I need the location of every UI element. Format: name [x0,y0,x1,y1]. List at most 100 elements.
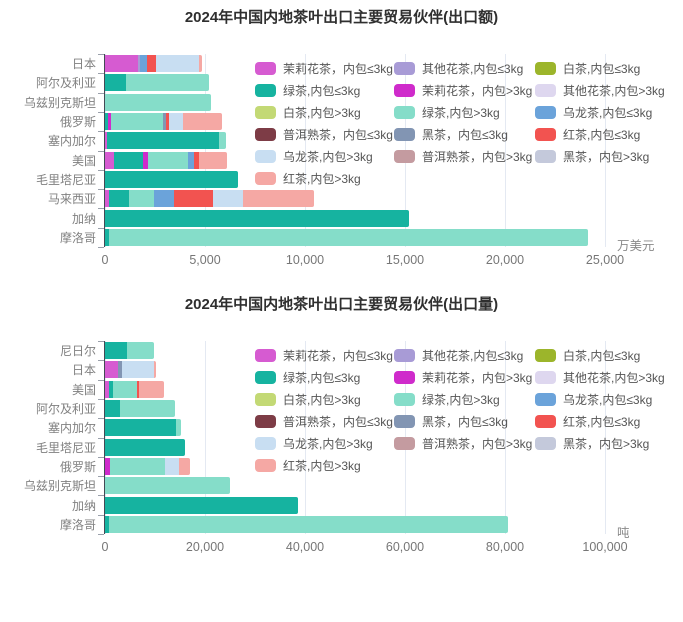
bar-segment-green_l[interactable] [219,132,226,150]
bar-segment-red_s[interactable] [194,151,199,169]
y-axis-tick [98,131,104,133]
legend-item-dark_l[interactable]: 黑茶，内包>3kg [535,148,665,165]
legend-label: 红茶,内包≤3kg [563,127,641,142]
bar-segment-red_s[interactable] [165,113,169,131]
bar-segment-green_s[interactable] [105,438,185,456]
legend-item-red_s[interactable]: 红茶,内包≤3kg [535,126,665,143]
legend-item-oolong_l[interactable]: 乌龙茶,内包>3kg [255,435,394,452]
bar-segment-green_l[interactable] [129,190,154,208]
legend-item-jasmine_l[interactable]: 茉莉花茶，内包>3kg [394,369,535,386]
bar-segment-red_l[interactable] [153,361,156,379]
bar-segment-green_l[interactable] [176,419,181,437]
legend-item-dark_s[interactable]: 黑茶，内包≤3kg [394,413,535,430]
bar-segment-oolong_l[interactable] [122,361,154,379]
legend-item-floral_s[interactable]: 其他花茶,内包≤3kg [394,347,535,364]
bar-segment-oolong_l[interactable] [165,457,179,475]
bar-segment-green_s[interactable] [105,170,238,188]
bar-segment-red_s[interactable] [136,380,139,398]
legend-item-puer_l[interactable]: 普洱熟茶，内包>3kg [394,148,535,165]
legend-item-oolong_l[interactable]: 乌龙茶,内包>3kg [255,148,394,165]
bar-segment-oolong_l[interactable] [213,190,243,208]
bar-segment-oolong_s[interactable] [154,190,174,208]
bar-segment-oolong_s[interactable] [140,55,148,73]
legend-item-white_l[interactable]: 白茶,内包>3kg [255,104,394,121]
legend-item-puer_l[interactable]: 普洱熟茶，内包>3kg [394,435,535,452]
bar-segment-green_l[interactable] [126,342,154,360]
bar-segment-red_l[interactable] [199,151,227,169]
bar-segment-jasmine_s[interactable] [105,190,109,208]
legend-item-red_l[interactable]: 红茶,内包>3kg [255,457,394,474]
bar-segment-green_s[interactable] [105,496,298,514]
bar-segment-red_l[interactable] [138,380,164,398]
legend-item-jasmine_s[interactable]: 茉莉花茶，内包≤3kg [255,347,394,364]
legend-item-dark_l[interactable]: 黑茶，内包>3kg [535,435,665,452]
legend-item-white_s[interactable]: 白茶,内包≤3kg [535,60,665,77]
bar-segment-green_s[interactable] [114,151,143,169]
bar-segment-red_l[interactable] [179,457,190,475]
legend-item-floral_s[interactable]: 其他花茶,内包≤3kg [394,60,535,77]
bar-segment-green_s[interactable] [109,380,114,398]
legend-item-red_s[interactable]: 红茶,内包≤3kg [535,413,665,430]
bar-segment-red_s[interactable] [174,190,213,208]
legend-item-green_s[interactable]: 绿茶,内包≤3kg [255,369,394,386]
bar-segment-green_s[interactable] [105,515,109,533]
legend-item-green_s[interactable]: 绿茶,内包≤3kg [255,82,394,99]
bar-segment-green_l[interactable] [109,515,508,533]
bar-segment-green_l[interactable] [119,400,175,418]
legend-item-puer_s[interactable]: 普洱熟茶，内包≤3kg [255,413,394,430]
bar-segment-jasmine_s[interactable] [105,132,107,150]
legend-item-red_l[interactable]: 红茶,内包>3kg [255,170,394,187]
bar-segment-jasmine_l[interactable] [143,151,148,169]
bar-segment-red_l[interactable] [199,55,203,73]
legend-item-puer_s[interactable]: 普洱熟茶，内包≤3kg [255,126,394,143]
bar-segment-green_s[interactable] [105,342,127,360]
bar-segment-green_l[interactable] [105,477,230,495]
y-axis-tick [98,54,104,55]
legend-item-white_l[interactable]: 白茶,内包>3kg [255,391,394,408]
bar-segment-floral_s[interactable] [138,55,141,73]
bar-segment-green_s[interactable] [105,209,409,227]
bar-segment-red_l[interactable] [182,113,222,131]
legend-item-white_s[interactable]: 白茶,内包≤3kg [535,347,665,364]
legend-item-green_l[interactable]: 绿茶,内包>3kg [394,391,535,408]
legend-swatch [394,348,415,362]
bar-segment-green_s[interactable] [107,132,219,150]
y-axis-tick [98,495,104,497]
bar-segment-green_s[interactable] [105,74,126,92]
legend-item-floral_l[interactable]: 其他花茶,内包>3kg [535,82,665,99]
bar-segment-oolong_l[interactable] [156,55,200,73]
legend-item-green_l[interactable]: 绿茶,内包>3kg [394,104,535,121]
bar-segment-green_l[interactable] [111,113,164,131]
legend-item-floral_l[interactable]: 其他花茶,内包>3kg [535,369,665,386]
bar-segment-jasmine_s[interactable] [105,55,138,73]
bar-segment-green_l[interactable] [148,151,188,169]
bar-segment-green_l[interactable] [105,93,211,111]
bar-row [105,418,605,437]
bar-segment-red_s[interactable] [147,55,157,73]
legend-item-jasmine_s[interactable]: 茉莉花茶，内包≤3kg [255,60,394,77]
bar-segment-green_s[interactable] [105,113,109,131]
bar-segment-green_s[interactable] [105,228,109,246]
legend-item-oolong_s[interactable]: 乌龙茶,内包≤3kg [535,104,665,121]
bar-segment-oolong_s[interactable] [188,151,194,169]
bar-segment-jasmine_l[interactable] [108,113,112,131]
bar-segment-green_l[interactable] [126,74,209,92]
bar-segment-jasmine_s[interactable] [105,151,114,169]
bar-segment-green_s[interactable] [109,190,129,208]
bar-segment-dark_s[interactable] [163,113,166,131]
bar-segment-green_s[interactable] [105,419,176,437]
bar-segment-green_s[interactable] [105,400,120,418]
bar-segment-dark_s[interactable] [118,361,123,379]
legend-item-jasmine_l[interactable]: 茉莉花茶，内包>3kg [394,82,535,99]
legend-item-dark_s[interactable]: 黑茶，内包≤3kg [394,126,535,143]
bar-segment-jasmine_s[interactable] [105,380,110,398]
bar-segment-jasmine_s[interactable] [105,361,118,379]
legend-item-oolong_s[interactable]: 乌龙茶,内包≤3kg [535,391,665,408]
bar-segment-green_l[interactable] [110,457,165,475]
y-axis-tick [98,398,104,400]
bar-segment-green_l[interactable] [109,228,588,246]
bar-segment-green_l[interactable] [113,380,137,398]
bar-segment-jasmine_l[interactable] [105,457,110,475]
bar-segment-oolong_l[interactable] [168,113,183,131]
bar-segment-red_l[interactable] [243,190,314,208]
